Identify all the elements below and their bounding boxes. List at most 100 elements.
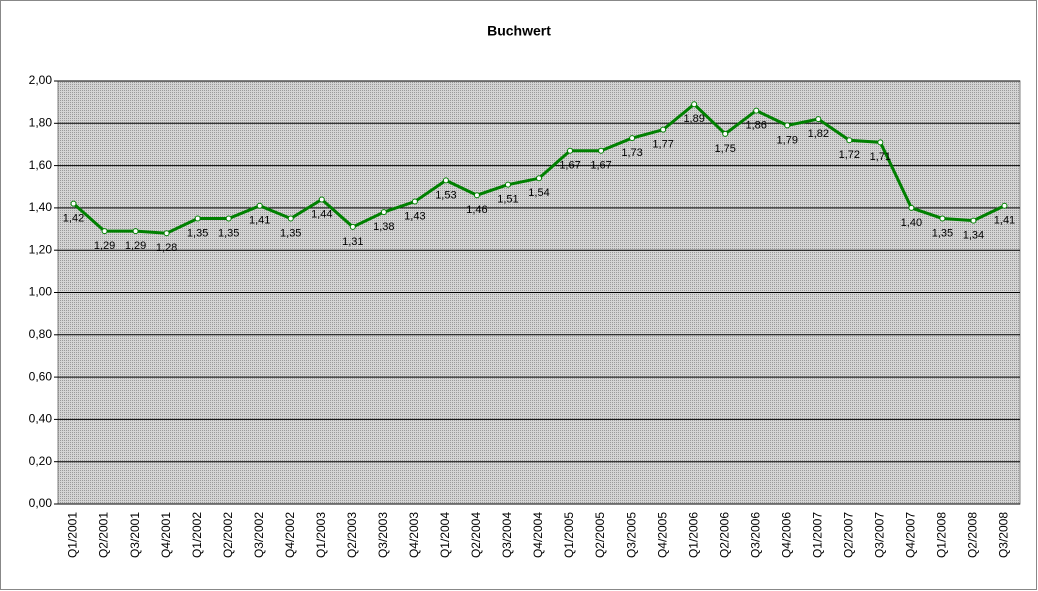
value-label: 1,35 [218, 227, 239, 239]
marker [691, 101, 698, 108]
marker [225, 215, 232, 222]
y-tick-label: 1,80 [29, 115, 53, 129]
value-label: 1,77 [652, 139, 673, 151]
y-tick-label: 0,00 [29, 496, 53, 510]
x-tick-label: Q4/2003 [407, 512, 421, 558]
marker [970, 217, 977, 224]
marker [349, 223, 356, 230]
value-label: 1,73 [621, 147, 642, 159]
value-label: 1,41 [994, 215, 1015, 227]
marker [815, 116, 822, 123]
x-tick-label: Q4/2002 [283, 512, 297, 558]
marker [598, 147, 605, 154]
y-tick-label: 1,40 [29, 200, 53, 214]
x-tick-label: Q4/2006 [779, 512, 793, 558]
marker [318, 196, 325, 203]
value-label: 1,35 [280, 227, 301, 239]
x-tick-label: Q2/2003 [345, 512, 359, 558]
x-tick-label: Q1/2001 [66, 512, 80, 558]
value-label: 1,89 [683, 113, 704, 125]
y-tick-label: 1,20 [29, 242, 53, 256]
x-tick-label: Q2/2007 [841, 512, 855, 558]
marker [908, 204, 915, 211]
marker [629, 135, 636, 142]
y-tick-label: 0,20 [29, 454, 53, 468]
value-label: 1,86 [746, 120, 767, 132]
x-tick-label: Q2/2006 [717, 512, 731, 558]
y-tick-label: 1,60 [29, 158, 53, 172]
marker [939, 215, 946, 222]
x-tick-label: Q3/2003 [376, 512, 390, 558]
value-label: 1,75 [714, 143, 735, 155]
value-label: 1,35 [932, 227, 953, 239]
marker [442, 177, 449, 184]
marker [753, 107, 760, 114]
value-label: 1,82 [808, 128, 829, 140]
x-tick-label: Q1/2007 [810, 512, 824, 558]
x-tick-label: Q2/2002 [221, 512, 235, 558]
marker [411, 198, 418, 205]
value-label: 1,54 [528, 187, 549, 199]
value-label: 1,38 [373, 221, 394, 233]
x-tick-label: Q1/2006 [686, 512, 700, 558]
x-tick-label: Q4/2007 [904, 512, 918, 558]
x-tick-label: Q2/2001 [97, 512, 111, 558]
x-tick-label: Q3/2005 [624, 512, 638, 558]
x-tick-label: Q2/2004 [469, 512, 483, 558]
value-label: 1,29 [94, 240, 115, 252]
marker [256, 202, 263, 209]
value-label: 1,46 [466, 204, 487, 216]
y-tick-label: 2,00 [29, 73, 53, 87]
value-label: 1,40 [901, 217, 922, 229]
x-tick-label: Q3/2008 [997, 512, 1011, 558]
marker [722, 130, 729, 137]
chart-title: Buchwert [487, 23, 551, 39]
x-tick-label: Q4/2001 [159, 512, 173, 558]
value-label: 1,51 [497, 194, 518, 206]
x-tick-label: Q1/2003 [314, 512, 328, 558]
y-tick-label: 1,00 [29, 285, 53, 299]
marker [1001, 202, 1008, 209]
marker [536, 175, 542, 182]
marker [101, 228, 108, 235]
marker [132, 228, 139, 235]
value-label: 1,67 [590, 160, 611, 172]
value-label: 1,43 [404, 210, 425, 222]
marker [567, 147, 574, 154]
y-tick-label: 0,40 [29, 412, 53, 426]
value-label: 1,31 [342, 236, 363, 248]
value-label: 1,71 [870, 151, 891, 163]
marker [380, 209, 387, 216]
x-tick-label: Q4/2005 [655, 512, 669, 558]
x-tick-label: Q2/2008 [966, 512, 980, 558]
x-tick-label: Q2/2005 [593, 512, 607, 558]
x-tick-label: Q1/2005 [562, 512, 576, 558]
x-tick-label: Q3/2002 [252, 512, 266, 558]
value-label: 1,53 [435, 189, 456, 201]
value-label: 1,72 [839, 149, 860, 161]
x-tick-label: Q3/2001 [128, 512, 142, 558]
x-tick-label: Q1/2008 [935, 512, 949, 558]
value-label: 1,28 [156, 242, 177, 254]
x-tick-label: Q1/2002 [190, 512, 204, 558]
marker [660, 126, 667, 133]
marker [70, 200, 77, 207]
value-label: 1,29 [125, 240, 146, 252]
value-label: 1,44 [311, 208, 332, 220]
value-label: 1,67 [559, 160, 580, 172]
marker [504, 181, 511, 188]
marker [473, 192, 480, 199]
marker [846, 137, 853, 144]
marker [877, 139, 884, 146]
marker [163, 230, 170, 237]
x-tick-label: Q1/2004 [438, 512, 452, 558]
marker [194, 215, 201, 222]
x-tick-label: Q3/2006 [748, 512, 762, 558]
value-label: 1,34 [963, 229, 984, 241]
value-label: 1,79 [777, 134, 798, 146]
y-tick-label: 0,80 [29, 327, 53, 341]
value-label: 1,42 [63, 213, 84, 225]
y-tick-label: 0,60 [29, 369, 53, 383]
value-label: 1,35 [187, 227, 208, 239]
